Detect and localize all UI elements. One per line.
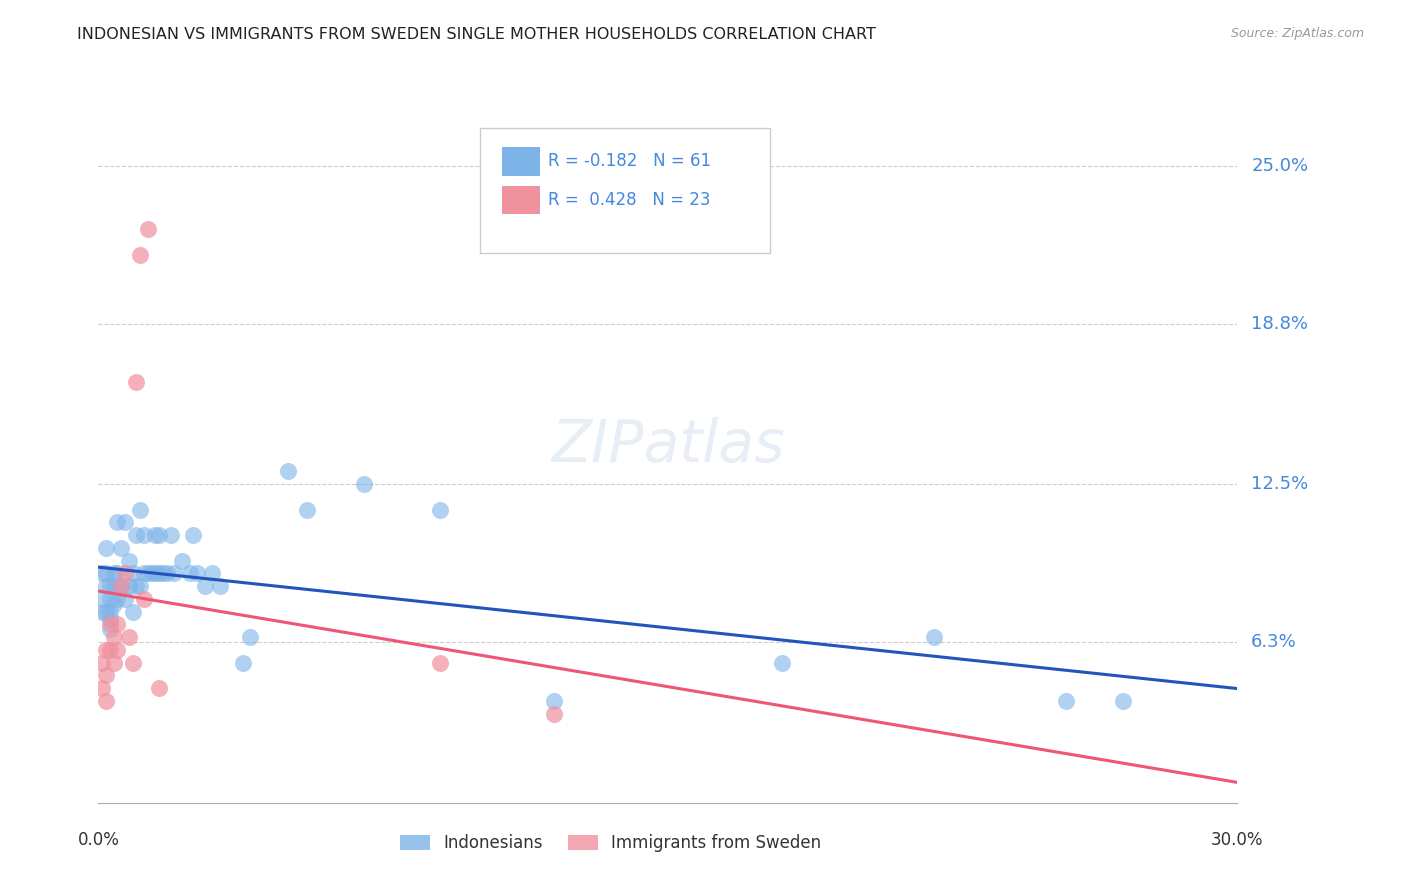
- Point: [129, 502, 152, 516]
- Text: Source: ZipAtlas.com: Source: ZipAtlas.com: [1230, 27, 1364, 40]
- Point: [103, 579, 125, 593]
- Point: [98, 612, 121, 626]
- Point: [170, 554, 193, 568]
- Point: [103, 630, 125, 644]
- Point: [98, 643, 121, 657]
- Text: 0.0%: 0.0%: [77, 831, 120, 849]
- Point: [194, 579, 217, 593]
- Point: [94, 668, 117, 682]
- Point: [141, 566, 163, 581]
- Point: [110, 579, 132, 593]
- Point: [125, 528, 148, 542]
- Point: [114, 516, 136, 530]
- Point: [152, 566, 174, 581]
- Point: [132, 528, 155, 542]
- Point: [129, 248, 152, 262]
- Text: 6.3%: 6.3%: [1251, 633, 1296, 651]
- Point: [98, 591, 121, 606]
- Point: [1112, 694, 1135, 708]
- Text: R =  0.428   N = 23: R = 0.428 N = 23: [548, 191, 711, 209]
- Point: [103, 566, 125, 581]
- Point: [132, 566, 155, 581]
- Point: [121, 566, 143, 581]
- Point: [98, 623, 121, 637]
- Point: [163, 566, 186, 581]
- Point: [91, 605, 114, 619]
- Point: [103, 656, 125, 670]
- Point: [297, 502, 319, 516]
- Text: 18.8%: 18.8%: [1251, 315, 1308, 333]
- Point: [208, 579, 231, 593]
- Point: [114, 591, 136, 606]
- Text: 25.0%: 25.0%: [1251, 157, 1309, 175]
- FancyBboxPatch shape: [502, 186, 540, 214]
- Point: [118, 554, 141, 568]
- Point: [148, 681, 170, 695]
- Point: [125, 579, 148, 593]
- Point: [114, 566, 136, 581]
- Point: [922, 630, 945, 644]
- FancyBboxPatch shape: [502, 147, 540, 176]
- Point: [429, 502, 451, 516]
- Point: [98, 605, 121, 619]
- Point: [91, 681, 114, 695]
- Point: [118, 579, 141, 593]
- Point: [107, 566, 129, 581]
- Text: ZIPatlas: ZIPatlas: [551, 417, 785, 475]
- Point: [91, 566, 114, 581]
- Point: [94, 579, 117, 593]
- Point: [239, 630, 262, 644]
- Point: [110, 579, 132, 593]
- Point: [159, 528, 181, 542]
- Point: [186, 566, 208, 581]
- Point: [110, 541, 132, 555]
- Point: [125, 376, 148, 390]
- Point: [107, 516, 129, 530]
- Point: [183, 528, 205, 542]
- Point: [353, 477, 375, 491]
- Point: [118, 630, 141, 644]
- Point: [107, 643, 129, 657]
- Point: [543, 694, 565, 708]
- Point: [132, 591, 155, 606]
- Point: [1056, 694, 1078, 708]
- Point: [129, 579, 152, 593]
- Point: [136, 566, 159, 581]
- Point: [770, 656, 793, 670]
- Point: [94, 541, 117, 555]
- Point: [429, 656, 451, 670]
- Point: [201, 566, 224, 581]
- Text: 12.5%: 12.5%: [1251, 475, 1309, 493]
- Text: R = -0.182   N = 61: R = -0.182 N = 61: [548, 153, 711, 170]
- Text: 30.0%: 30.0%: [1211, 831, 1264, 849]
- Legend: Indonesians, Immigrants from Sweden: Indonesians, Immigrants from Sweden: [394, 828, 828, 859]
- Point: [91, 591, 114, 606]
- Point: [232, 656, 254, 670]
- Point: [156, 566, 179, 581]
- FancyBboxPatch shape: [479, 128, 770, 253]
- Point: [145, 528, 167, 542]
- Point: [145, 566, 167, 581]
- Point: [94, 605, 117, 619]
- Point: [543, 706, 565, 721]
- Point: [94, 566, 117, 581]
- Point: [98, 617, 121, 632]
- Text: INDONESIAN VS IMMIGRANTS FROM SWEDEN SINGLE MOTHER HOUSEHOLDS CORRELATION CHART: INDONESIAN VS IMMIGRANTS FROM SWEDEN SIN…: [77, 27, 876, 42]
- Point: [103, 597, 125, 611]
- Point: [107, 617, 129, 632]
- Point: [179, 566, 201, 581]
- Point: [148, 566, 170, 581]
- Point: [121, 605, 143, 619]
- Point: [98, 579, 121, 593]
- Point: [94, 694, 117, 708]
- Point: [91, 656, 114, 670]
- Point: [121, 656, 143, 670]
- Point: [94, 643, 117, 657]
- Point: [107, 591, 129, 606]
- Point: [148, 528, 170, 542]
- Point: [136, 222, 159, 236]
- Point: [277, 465, 299, 479]
